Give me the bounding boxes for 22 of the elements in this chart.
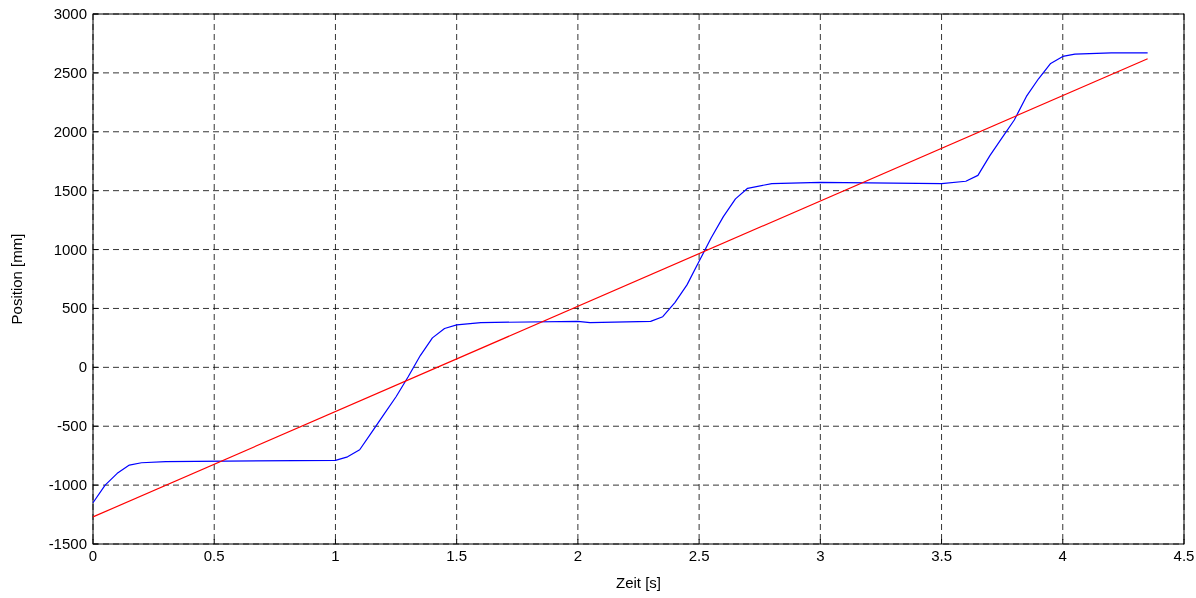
x-tick-label: 2.5: [688, 547, 710, 564]
y-tick-label: 3000: [53, 5, 87, 22]
x-tick-label: 4: [1058, 547, 1067, 564]
x-axis-title: Zeit [s]: [615, 574, 662, 591]
x-tick-label: 4.5: [1173, 547, 1195, 564]
x-tick-label: 3: [816, 547, 825, 564]
y-tick-label: 2000: [53, 122, 87, 140]
y-tick-label: 0: [78, 358, 87, 376]
y-tick-label: -1500: [48, 535, 87, 552]
y-tick-label: 1500: [53, 181, 87, 199]
x-tick-label: 2: [573, 547, 583, 564]
x-tick-label: 0: [88, 547, 98, 564]
x-tick-label: 0.5: [203, 547, 225, 564]
x-tick-label: 1.5: [446, 547, 468, 564]
y-tick-label: 2500: [53, 63, 87, 81]
x-tick-label: 3.5: [931, 547, 952, 564]
y-tick-label: -500: [56, 417, 87, 435]
y-tick-label: -1000: [48, 476, 87, 494]
x-tick-label: 1: [331, 547, 340, 564]
y-tick-label: 500: [61, 299, 87, 317]
y-tick-label: 1000: [53, 240, 87, 258]
y-axis-title: Position [mm]: [8, 233, 25, 325]
